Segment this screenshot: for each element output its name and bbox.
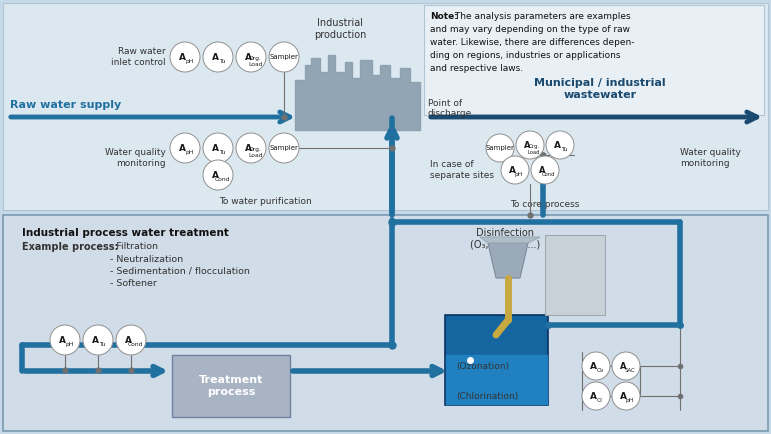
Text: A: A [554,141,561,150]
Text: pH: pH [185,150,194,155]
Text: Sampler: Sampler [486,145,514,151]
Text: Tu: Tu [561,147,567,152]
Text: Treatment
process: Treatment process [199,375,263,397]
Text: Cond: Cond [542,172,556,177]
Text: Cl: Cl [597,398,603,403]
FancyBboxPatch shape [3,215,768,431]
Text: A: A [245,144,252,153]
Text: Tu: Tu [99,342,106,347]
FancyBboxPatch shape [172,355,290,417]
Text: A: A [92,336,99,345]
Text: A: A [212,144,219,153]
Text: (Ozonation): (Ozonation) [456,362,509,371]
Text: - Sedimentation / flocculation: - Sedimentation / flocculation [110,267,250,276]
Text: A: A [620,362,627,371]
Text: A: A [125,336,132,345]
Text: Sampler: Sampler [270,145,298,151]
Text: A: A [509,166,516,175]
Text: Tu: Tu [219,59,225,64]
Text: A: A [212,53,219,62]
Text: A: A [212,171,219,180]
Text: - Neutralization: - Neutralization [110,254,183,263]
Text: A: A [59,336,66,345]
Text: ding on regions, industries or applications: ding on regions, industries or applicati… [430,51,621,60]
Text: O₃: O₃ [596,368,604,373]
Circle shape [236,133,266,163]
Text: Org.
Load: Org. Load [248,147,262,158]
Text: A: A [539,166,546,175]
Text: and may vary depending on the type of raw: and may vary depending on the type of ra… [430,25,630,34]
Text: pH: pH [65,342,73,347]
Text: Note:: Note: [430,12,458,21]
Circle shape [203,160,233,190]
Text: SAC: SAC [625,368,635,373]
Circle shape [516,131,544,159]
Text: Example process:: Example process: [22,242,119,252]
Text: To core process: To core process [510,200,579,209]
Text: In case of
separate sites: In case of separate sites [430,160,494,180]
Text: Municipal / industrial
wastewater: Municipal / industrial wastewater [534,79,666,100]
Circle shape [546,131,574,159]
Text: and respective laws.: and respective laws. [430,64,524,73]
Circle shape [170,42,200,72]
FancyBboxPatch shape [424,5,764,115]
Text: Cond: Cond [214,177,230,182]
Text: Disinfection
(O₃, Cl, UV, ...): Disinfection (O₃, Cl, UV, ...) [470,228,540,250]
Text: A: A [590,362,597,371]
Text: - Softener: - Softener [110,279,157,289]
Text: A: A [590,392,597,401]
Circle shape [501,156,529,184]
Circle shape [269,42,299,72]
Text: To water purification: To water purification [219,197,311,206]
Text: A: A [179,53,186,62]
Text: Org.
Load: Org. Load [248,56,262,67]
Polygon shape [295,55,420,130]
Bar [445,315,548,405]
Circle shape [582,382,610,410]
Text: Industrial
production: Industrial production [314,18,366,39]
Text: Raw water supply: Raw water supply [10,100,121,110]
Circle shape [50,325,80,355]
Text: - Filtration: - Filtration [110,242,158,251]
Text: Tu: Tu [219,150,225,155]
Circle shape [203,133,233,163]
Circle shape [531,156,559,184]
Text: (Chlorination): (Chlorination) [456,391,518,401]
Circle shape [612,352,640,380]
Polygon shape [480,237,540,243]
Circle shape [116,325,146,355]
Text: Cond: Cond [127,342,143,347]
Text: Point of
discharge: Point of discharge [428,99,473,118]
Circle shape [203,42,233,72]
Text: pH: pH [515,172,523,177]
Circle shape [269,133,299,163]
Circle shape [582,352,610,380]
Text: Sampler: Sampler [270,54,298,60]
FancyBboxPatch shape [3,3,768,210]
Circle shape [612,382,640,410]
Text: pH: pH [626,398,634,403]
Text: A: A [245,53,252,62]
Circle shape [83,325,113,355]
Text: A: A [620,392,627,401]
Text: water. Likewise, there are differences depen-: water. Likewise, there are differences d… [430,38,635,47]
Circle shape [236,42,266,72]
Text: Water quality
monitoring: Water quality monitoring [105,148,166,168]
Circle shape [170,133,200,163]
Circle shape [486,134,514,162]
Text: Industrial process water treatment: Industrial process water treatment [22,228,229,238]
Bar [545,235,605,315]
Text: Water quality
monitoring: Water quality monitoring [680,148,741,168]
Text: Raw water
inlet control: Raw water inlet control [111,47,166,67]
Text: The analysis parameters are examples: The analysis parameters are examples [452,12,631,21]
Text: A: A [524,141,530,150]
Polygon shape [488,243,528,278]
Text: pH: pH [185,59,194,64]
Text: A: A [179,144,186,153]
Text: Org.
Load: Org. Load [527,144,540,155]
